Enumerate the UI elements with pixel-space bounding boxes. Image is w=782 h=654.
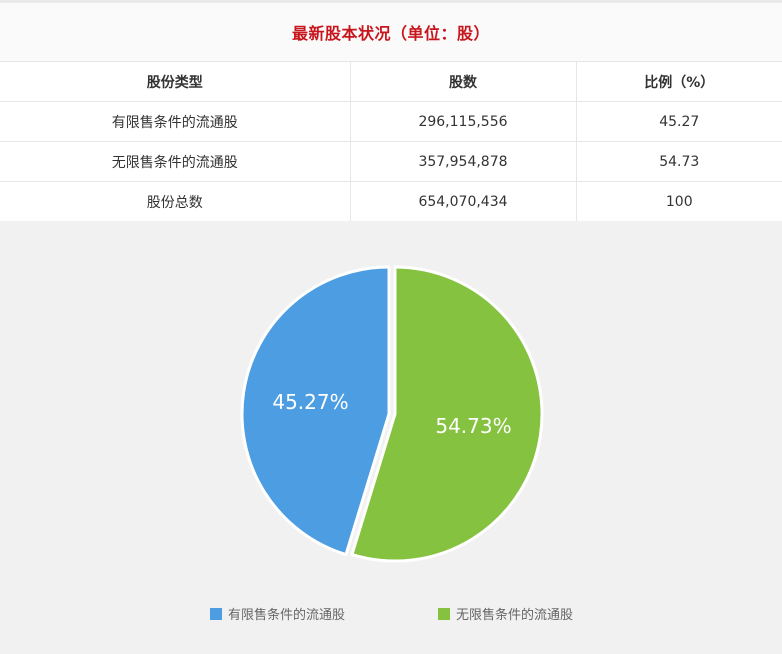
cell-share-count: 357,954,878 (349, 141, 576, 182)
title-bar: 最新股本状况（单位：股） (0, 3, 782, 61)
cell-share-type: 无限售条件的流通股 (0, 141, 350, 182)
table-row: 股份总数 654,070,434 100 (0, 181, 782, 221)
cell-share-count: 654,070,434 (349, 181, 576, 221)
legend-item-unrestricted[interactable]: 无限售条件的流通股 (438, 604, 573, 623)
table-row: 有限售条件的流通股 296,115,556 45.27 (0, 101, 782, 142)
legend-swatch-unrestricted (438, 607, 450, 620)
pie-label-restricted: 45.27% (272, 390, 348, 414)
column-header-share-count: 股数 (349, 61, 576, 102)
cell-share-count: 296,115,556 (349, 101, 576, 142)
pie-slice-restricted[interactable] (240, 265, 391, 557)
top-strip (0, 0, 782, 3)
cell-ratio: 54.73 (575, 141, 782, 182)
legend-label-restricted: 有限售条件的流通股 (228, 608, 346, 623)
share-capital-table: 股份类型 股数 比例（%） 有限售条件的流通股 296,115,556 45.2… (0, 61, 782, 221)
column-header-ratio: 比例（%） (575, 61, 782, 102)
legend-label-unrestricted: 无限售条件的流通股 (456, 608, 574, 623)
cell-ratio: 45.27 (575, 101, 782, 142)
cell-share-type: 有限售条件的流通股 (0, 101, 350, 142)
pie-label-unrestricted: 54.73% (435, 414, 511, 438)
cell-ratio: 100 (575, 181, 782, 221)
legend-item-restricted[interactable]: 有限售条件的流通股 (210, 604, 345, 623)
cell-share-type: 股份总数 (0, 181, 350, 221)
table-row: 无限售条件的流通股 357,954,878 54.73 (0, 141, 782, 182)
table-header-row: 股份类型 股数 比例（%） (0, 61, 782, 102)
column-header-share-type: 股份类型 (0, 61, 350, 102)
legend-swatch-restricted (210, 607, 222, 620)
pie-slice-unrestricted[interactable] (350, 265, 544, 563)
page-title: 最新股本状况（单位：股） (291, 24, 490, 43)
